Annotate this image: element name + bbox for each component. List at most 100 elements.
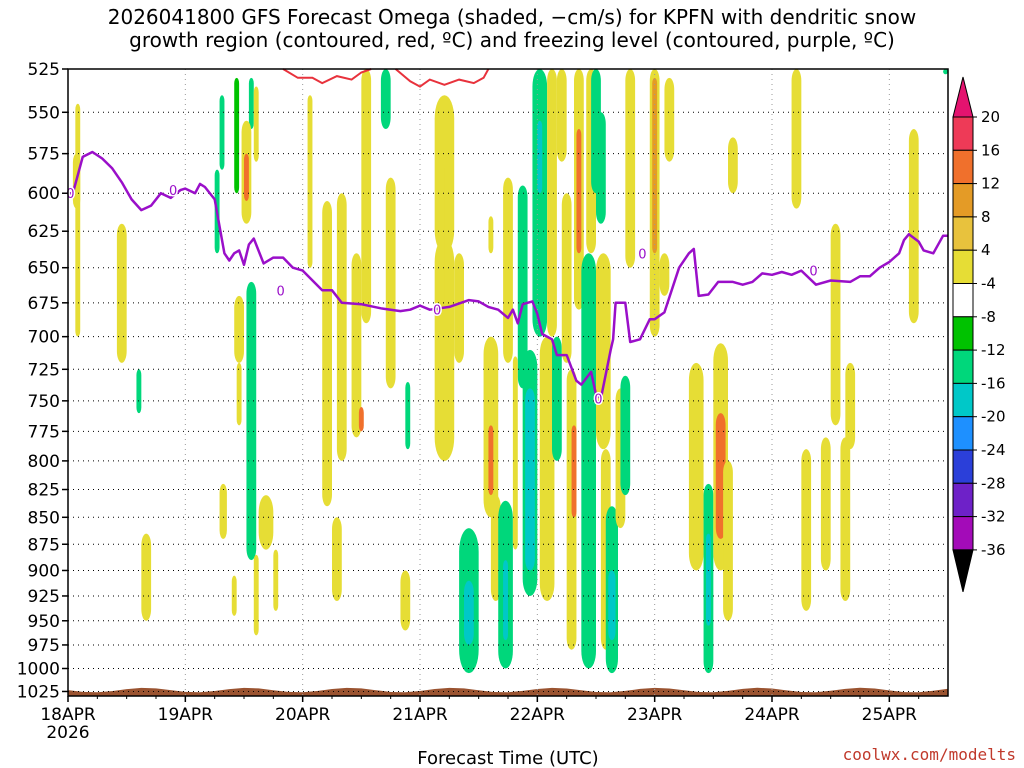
omega-region xyxy=(253,554,259,636)
omega-region xyxy=(116,223,127,363)
y-tick-label: 775 xyxy=(28,422,60,442)
omega-region xyxy=(253,86,259,162)
colorbar-band xyxy=(952,283,974,318)
omega-region xyxy=(547,69,557,337)
colorbar: 20 16 12 8 4 -4 -8 -12 -16 -20 -24 -28 -32 -36 xyxy=(952,76,1006,593)
omega-region xyxy=(620,375,631,496)
omega-region xyxy=(234,77,240,194)
omega-region xyxy=(219,483,227,539)
x-tick-label: 22APR xyxy=(510,705,566,725)
omega-region xyxy=(244,153,249,201)
freezing-level-label: 0 xyxy=(169,184,177,199)
colorbar-label: -28 xyxy=(981,474,1006,492)
y-tick-label: 800 xyxy=(28,452,60,472)
colorbar-label: -24 xyxy=(981,441,1006,459)
dgz-contour-line xyxy=(394,68,490,88)
colorbar-label: 16 xyxy=(981,141,1000,159)
colorbar-band xyxy=(952,149,974,185)
omega-region xyxy=(464,580,474,645)
omega-region xyxy=(385,177,396,389)
omega-region xyxy=(571,425,577,518)
omega-region xyxy=(141,533,152,621)
omega-region xyxy=(75,103,81,337)
y-tick-label: 975 xyxy=(28,636,60,656)
chart-title: 2026041800 GFS Forecast Omega (shaded, −… xyxy=(0,6,1024,52)
freezing-level-label: 0 xyxy=(809,265,817,280)
colorbar-band xyxy=(952,216,974,251)
colorbar-label: 4 xyxy=(981,241,991,259)
x-axis: 18APR 19APR 20APR 21APR 22APR 23APR 24APR 25APR xyxy=(40,696,920,725)
omega-region xyxy=(791,69,802,209)
omega-region xyxy=(608,570,616,641)
colorbar-band xyxy=(952,416,974,451)
surface-layer xyxy=(68,687,948,696)
x-tick-label: 25APR xyxy=(862,705,918,725)
y-tick-label: 625 xyxy=(28,222,60,242)
freezing-level-layer: 0 0 0 0 0 0 0 xyxy=(65,150,948,409)
colorbar-label: -8 xyxy=(981,308,996,326)
omega-region xyxy=(361,69,372,324)
x-tick-label: 19APR xyxy=(158,705,214,725)
omega-region xyxy=(525,388,535,571)
colorbar-band xyxy=(952,449,974,484)
omega-region xyxy=(908,129,919,324)
omega-region xyxy=(219,95,225,170)
y-tick-label: 925 xyxy=(28,587,60,607)
omega-region xyxy=(943,69,948,75)
omega-region xyxy=(322,200,332,507)
omega-region xyxy=(664,77,675,162)
omega-region xyxy=(840,437,851,601)
omega-region xyxy=(801,449,812,611)
omega-region xyxy=(400,570,411,631)
y-tick-label: 650 xyxy=(28,259,60,279)
y-tick-label: 725 xyxy=(28,360,60,380)
omega-region xyxy=(258,495,274,550)
omega-region xyxy=(561,193,572,363)
colorbar-band xyxy=(952,116,974,151)
y-tick-label: 1000 xyxy=(17,659,60,679)
colorbar-bottom-arrow xyxy=(952,549,974,593)
omega-region xyxy=(332,517,342,601)
colorbar-label: -4 xyxy=(981,275,996,293)
freezing-level-label: 0 xyxy=(594,392,602,407)
y-tick-label: 675 xyxy=(28,294,60,314)
omega-region xyxy=(351,253,362,438)
omega-region xyxy=(434,238,455,461)
omega-region xyxy=(723,460,733,621)
y-tick-label: 600 xyxy=(28,184,60,204)
y-tick-label: 900 xyxy=(28,561,60,581)
x-tick-label: 24APR xyxy=(744,705,800,725)
omega-region xyxy=(136,369,142,414)
colorbar-label: 12 xyxy=(981,175,1000,193)
omega-region xyxy=(532,69,548,337)
colorbar-label: -16 xyxy=(981,374,1006,392)
x-axis-title: Forecast Time (UTC) xyxy=(417,748,598,768)
dgz-contour-layer xyxy=(282,68,490,88)
omega-region xyxy=(273,549,279,611)
colorbar-band xyxy=(952,482,974,518)
dgz-contour-line xyxy=(282,68,372,85)
colorbar-label: -12 xyxy=(981,341,1006,359)
omega-region xyxy=(307,95,313,268)
omega-region xyxy=(820,437,831,571)
omega-region xyxy=(512,356,518,550)
omega-region xyxy=(688,362,704,571)
colorbar-label: -36 xyxy=(981,541,1006,559)
y-tick-label: 825 xyxy=(28,481,60,501)
omega-region xyxy=(380,69,391,130)
freezing-level-line xyxy=(68,150,948,400)
omega-region xyxy=(625,69,636,268)
colorbar-label: -20 xyxy=(981,408,1006,426)
omega-region xyxy=(652,77,658,254)
omega-region xyxy=(539,336,555,601)
y-tick-label: 575 xyxy=(28,145,60,165)
omega-region xyxy=(248,77,254,130)
title-line-2: growth region (contoured, red, ºC) and f… xyxy=(129,28,895,52)
omega-region xyxy=(845,362,856,450)
omega-region xyxy=(728,137,738,194)
y-tick-label: 525 xyxy=(28,60,60,80)
omega-region xyxy=(517,185,528,389)
y-tick-label: 1025 xyxy=(17,682,60,702)
colorbar-band xyxy=(952,183,974,218)
